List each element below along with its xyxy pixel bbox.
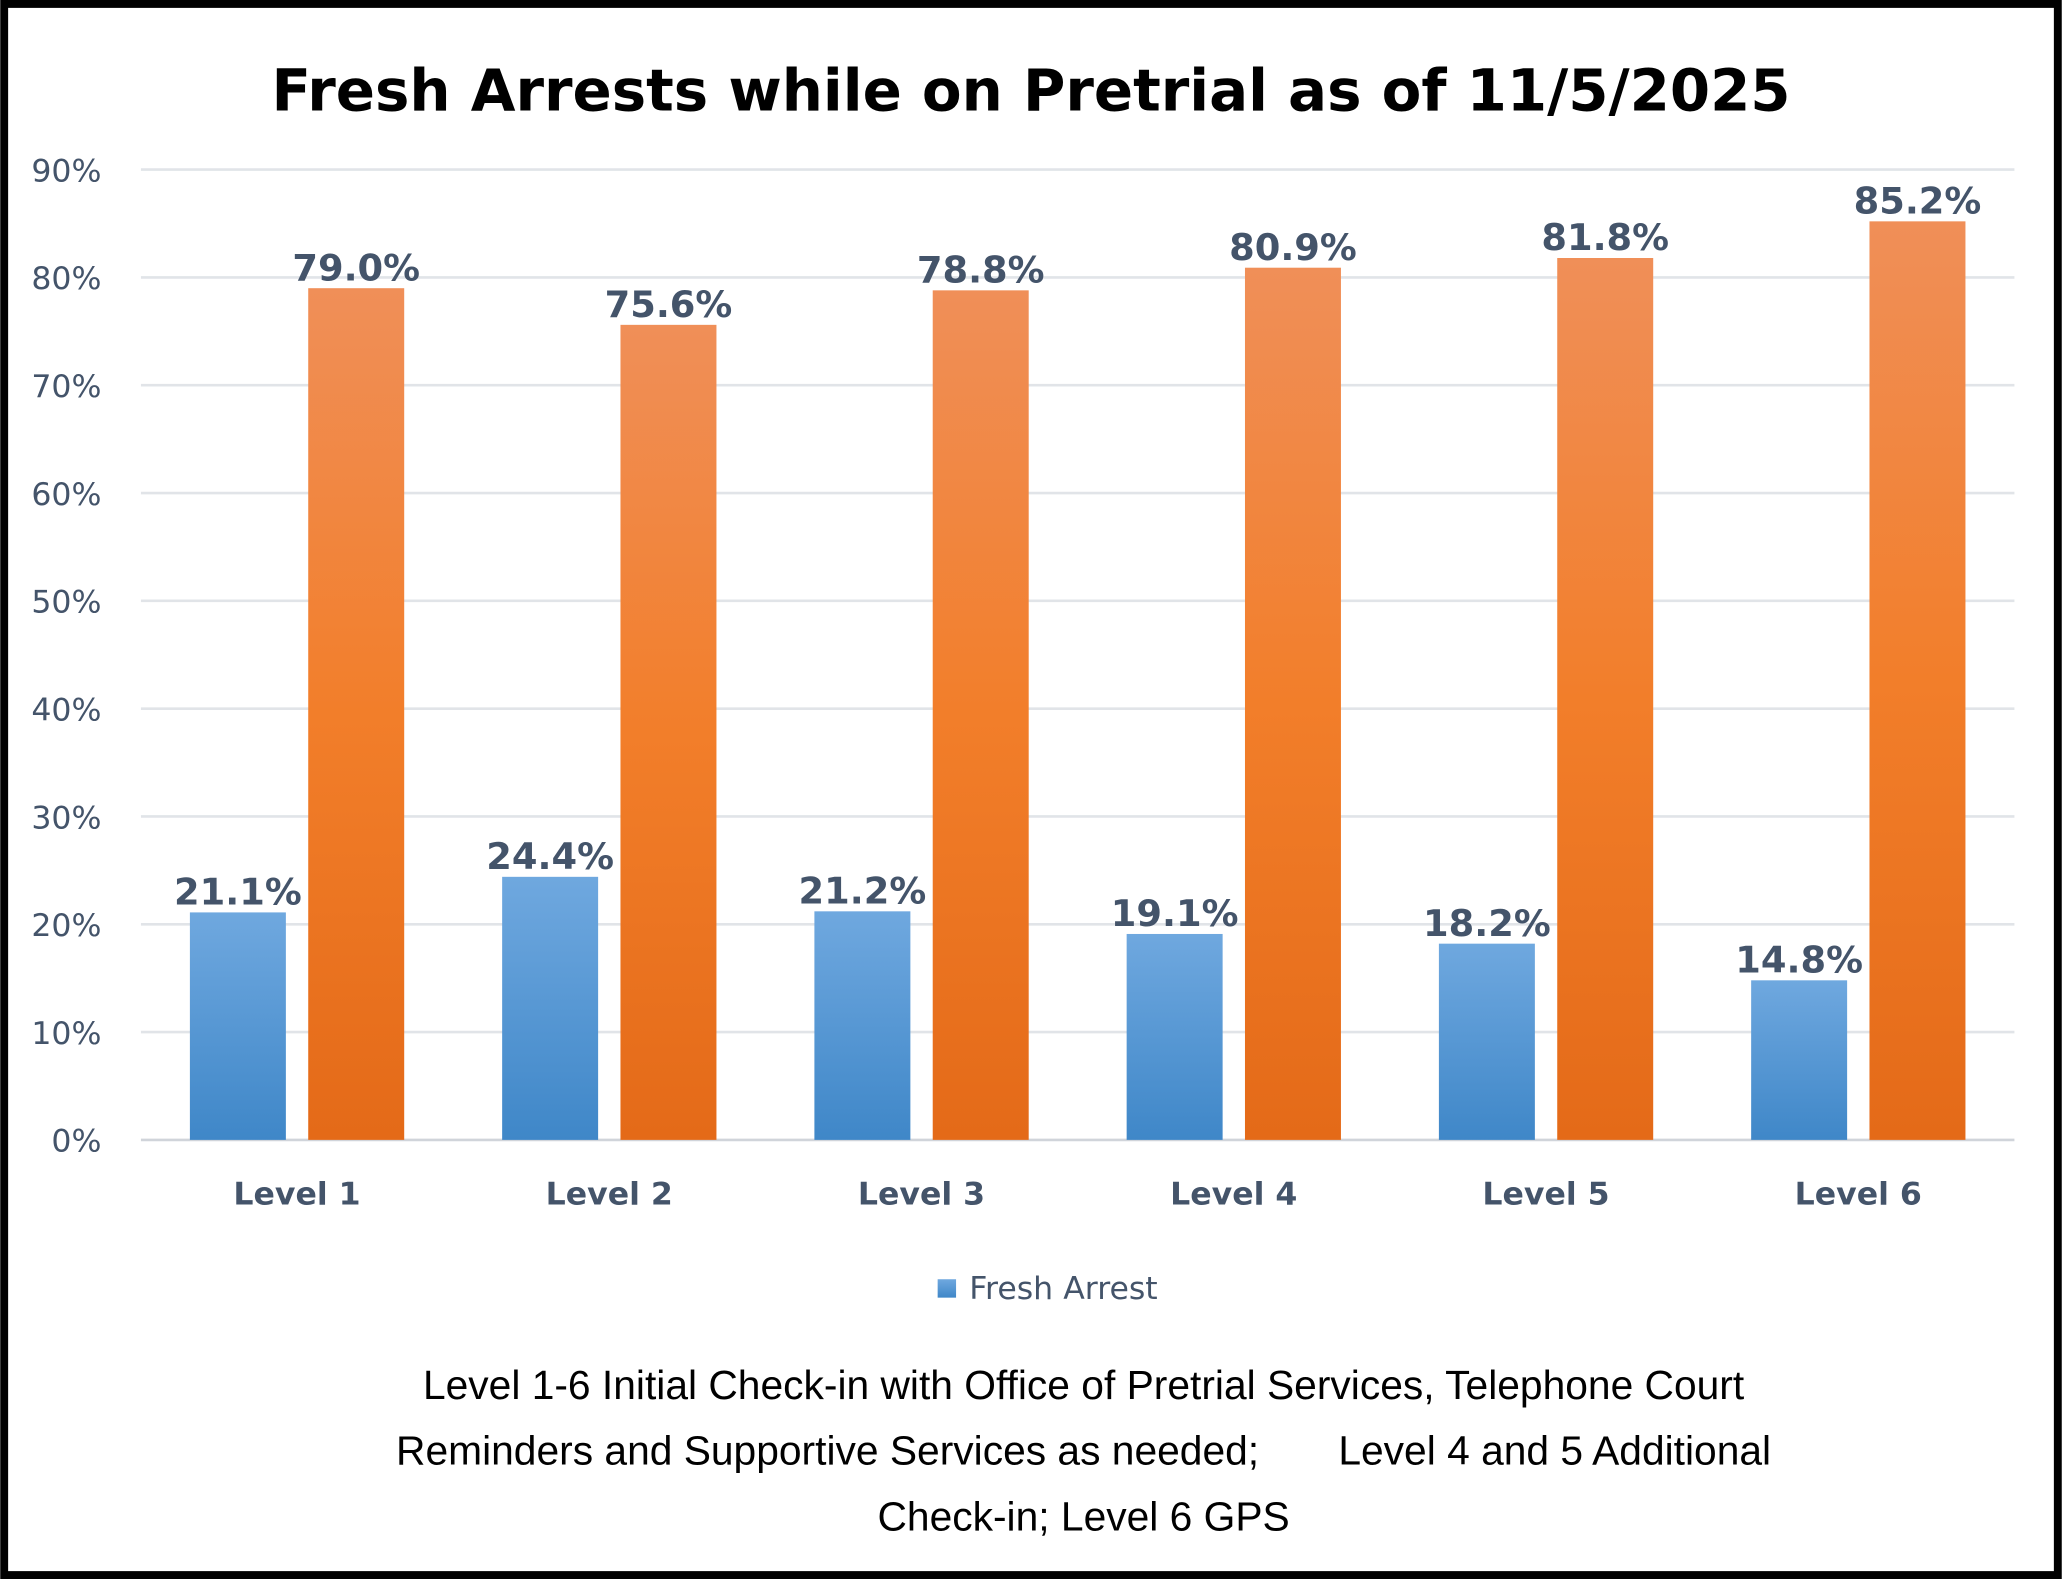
y-tick-label: 20% <box>31 908 101 944</box>
legend-swatch-fresh-arrest <box>937 1279 957 1298</box>
y-tick-label: 0% <box>51 1124 101 1160</box>
data-label: 21.2% <box>799 869 927 912</box>
bar-fresh-arrest <box>189 912 286 1140</box>
bar-fresh-arrest <box>1126 933 1223 1140</box>
y-tick-label: 30% <box>31 800 101 836</box>
y-tick-label: 50% <box>31 585 101 621</box>
bar-series-2 <box>620 324 717 1140</box>
y-tick-label: 70% <box>31 369 101 405</box>
data-label: 75.6% <box>605 283 733 326</box>
bar-fresh-arrest <box>502 876 599 1140</box>
bar-fresh-arrest <box>814 911 911 1140</box>
footnote-line-1: Level 1-6 Initial Check-in with Office o… <box>423 1362 1745 1408</box>
bar-series-2 <box>1244 267 1341 1140</box>
data-label: 85.2% <box>1854 179 1982 222</box>
y-tick-label: 40% <box>31 692 101 728</box>
x-tick-label: Level 3 <box>858 1176 985 1212</box>
bar-series-2 <box>932 290 1029 1140</box>
data-label: 24.4% <box>486 835 614 878</box>
legend-label-fresh-arrest: Fresh Arrest <box>969 1271 1157 1307</box>
y-tick-label: 80% <box>31 261 101 297</box>
bar-series-2 <box>1557 258 1654 1140</box>
data-label: 80.9% <box>1229 226 1357 269</box>
x-tick-label: Level 2 <box>546 1176 673 1212</box>
bar-fresh-arrest <box>1438 943 1535 1140</box>
data-label: 81.8% <box>1541 216 1669 259</box>
y-tick-label: 90% <box>31 153 101 189</box>
data-label: 19.1% <box>1111 892 1239 935</box>
x-tick-label: Level 5 <box>1482 1176 1609 1212</box>
x-tick-label: Level 6 <box>1795 1176 1922 1212</box>
data-label: 18.2% <box>1423 902 1551 945</box>
y-tick-label: 60% <box>31 477 101 513</box>
footnote-line-3: Check-in; Level 6 GPS <box>877 1493 1289 1539</box>
footnote: Level 1-6 Initial Check-in with Office o… <box>396 1362 1771 1539</box>
y-tick-label: 10% <box>31 1016 101 1052</box>
x-tick-label: Level 1 <box>233 1176 360 1212</box>
data-label: 21.1% <box>174 871 302 914</box>
bar-series-2 <box>308 288 405 1140</box>
bar-series-2 <box>1869 221 1966 1140</box>
footnote-line-2: Reminders and Supportive Services as nee… <box>396 1428 1771 1474</box>
bar-fresh-arrest <box>1751 980 1848 1140</box>
chart-title: Fresh Arrests while on Pretrial as of 11… <box>271 56 1790 124</box>
data-label: 79.0% <box>292 246 420 289</box>
x-tick-label: Level 4 <box>1170 1176 1297 1212</box>
legend: Fresh Arrest <box>937 1271 1158 1307</box>
data-label: 78.8% <box>917 248 1045 291</box>
data-label: 14.8% <box>1735 938 1863 981</box>
